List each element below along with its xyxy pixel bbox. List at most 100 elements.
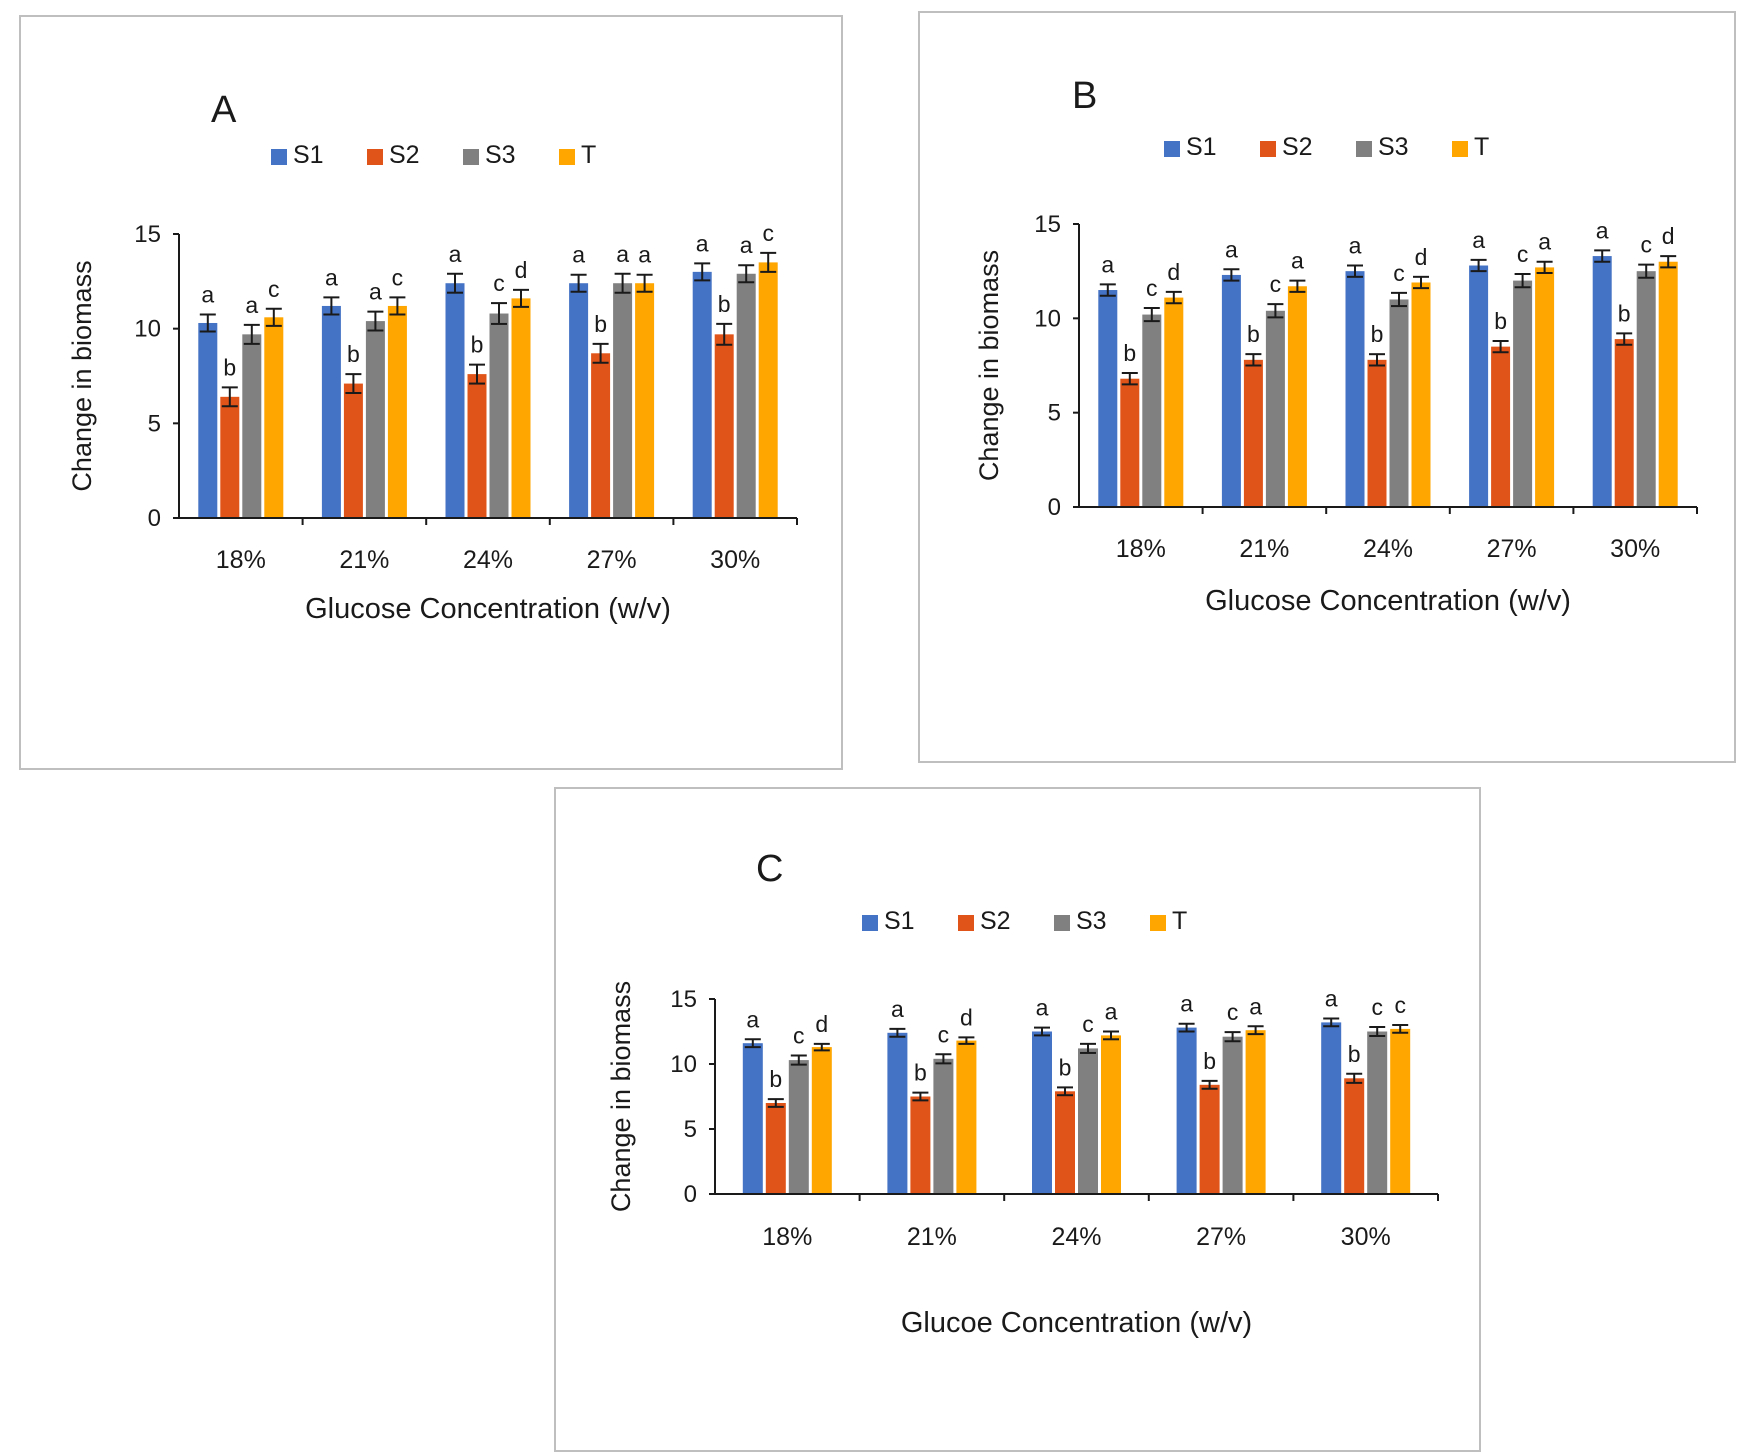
bar-s3: [788, 1060, 809, 1194]
chart-title: C: [756, 848, 783, 890]
y-axis-label: Change in biomass: [67, 260, 97, 491]
y-tick-label: 15: [1034, 211, 1061, 238]
significance-label: b: [223, 354, 236, 380]
significance-label: c: [493, 270, 505, 296]
significance-label: c: [1640, 232, 1652, 258]
significance-label: a: [1596, 217, 1609, 243]
significance-label: c: [1227, 999, 1239, 1025]
bar-s1: [1469, 265, 1489, 507]
legend-swatch-s2: [1260, 141, 1276, 157]
y-tick-label: 0: [1048, 494, 1061, 521]
bar-s3: [613, 283, 633, 518]
bar-s2: [1491, 346, 1511, 507]
bar-s2: [1120, 378, 1140, 507]
y-tick-label: 5: [148, 410, 161, 437]
significance-label: b: [718, 291, 731, 317]
bar-t: [758, 262, 778, 518]
significance-label: a: [616, 241, 629, 267]
bar-t: [1535, 267, 1555, 507]
bar-s2: [1199, 1084, 1220, 1194]
significance-label: b: [1203, 1048, 1216, 1074]
y-axis-label: Change in biomass: [974, 250, 1004, 481]
x-tick-label: 30%: [1610, 535, 1660, 563]
chart-title: B: [1072, 75, 1097, 117]
significance-label: b: [347, 341, 360, 367]
legend-swatch-s2: [958, 915, 974, 931]
legend-swatch-s1: [1164, 141, 1180, 157]
bar-t: [956, 1040, 977, 1194]
chart-panel-a: A S1 S2 S3 T 0 5 10 15 Change in biomass a b a c 18% a b…: [19, 15, 843, 770]
bar-s3: [1222, 1036, 1243, 1194]
significance-label: b: [471, 332, 484, 358]
bar-s1: [1345, 271, 1365, 507]
bar-t: [1390, 1028, 1411, 1194]
legend-label-s1: S1: [1186, 133, 1217, 161]
significance-label: b: [769, 1066, 782, 1092]
significance-label: b: [1123, 340, 1136, 366]
legend-label-s3: S3: [485, 141, 516, 169]
bar-s3: [1265, 310, 1285, 507]
legend-label-s2: S2: [980, 907, 1011, 935]
chart-title: A: [211, 89, 237, 131]
bar-s2: [765, 1103, 786, 1194]
bar-t: [387, 305, 407, 518]
y-tick-label: 15: [670, 986, 697, 1013]
bar-s3: [1389, 299, 1409, 507]
bar-s2: [591, 353, 611, 518]
bar-s3: [1636, 271, 1656, 507]
significance-label: b: [1618, 300, 1631, 326]
bar-s2: [714, 334, 734, 518]
bar-s3: [1142, 314, 1162, 507]
bar-t: [1287, 286, 1307, 507]
bar-s1: [1098, 290, 1118, 507]
significance-label: a: [245, 292, 258, 318]
bar-s1: [569, 283, 589, 518]
significance-label: a: [1472, 227, 1485, 253]
significance-label: a: [449, 241, 462, 267]
x-axis-label: Glucoe Concentration (w/v): [901, 1307, 1252, 1339]
significance-label: a: [201, 281, 214, 307]
x-axis-label: Glucose Concentration (w/v): [1205, 585, 1571, 617]
bar-s2: [1243, 359, 1263, 507]
significance-label: c: [268, 276, 280, 302]
x-tick-label: 18%: [1116, 535, 1166, 563]
x-axis-label: Glucose Concentration (w/v): [305, 593, 671, 625]
legend-swatch-t: [1150, 915, 1166, 931]
bar-s1: [1176, 1027, 1197, 1194]
bar-s1: [1032, 1031, 1052, 1194]
significance-label: a: [369, 279, 382, 305]
bar-s3: [1367, 1031, 1388, 1194]
bar-s2: [910, 1096, 931, 1194]
significance-label: b: [1494, 308, 1507, 334]
x-tick-label: 30%: [1341, 1223, 1391, 1251]
legend-swatch-t: [1452, 141, 1468, 157]
bar-t: [1411, 282, 1431, 507]
bar-t: [635, 283, 655, 518]
bar-s2: [1614, 339, 1634, 507]
significance-label: d: [1662, 223, 1675, 249]
x-tick-label: 30%: [710, 546, 760, 574]
significance-label: b: [1371, 321, 1384, 347]
significance-label: a: [746, 1006, 759, 1032]
bar-s2: [467, 374, 487, 518]
legend-label-s2: S2: [389, 141, 420, 169]
bar-s2: [1367, 359, 1387, 507]
bar-s3: [1078, 1048, 1098, 1194]
legend-label-s1: S1: [884, 907, 915, 935]
x-tick-label: 24%: [1051, 1223, 1101, 1251]
significance-label: b: [1247, 321, 1260, 347]
bar-s2: [1344, 1078, 1365, 1194]
x-tick-label: 21%: [1239, 535, 1289, 563]
significance-label: a: [1291, 248, 1304, 274]
legend-swatch-s3: [463, 149, 479, 165]
y-tick-label: 5: [684, 1116, 697, 1143]
significance-label: a: [1538, 229, 1551, 255]
y-axis-label: Change in biomass: [606, 981, 636, 1212]
y-tick-label: 10: [670, 1051, 697, 1078]
bar-t: [1245, 1030, 1266, 1194]
bar-s3: [242, 334, 262, 518]
bar-s1: [887, 1032, 908, 1194]
significance-label: a: [740, 232, 753, 258]
